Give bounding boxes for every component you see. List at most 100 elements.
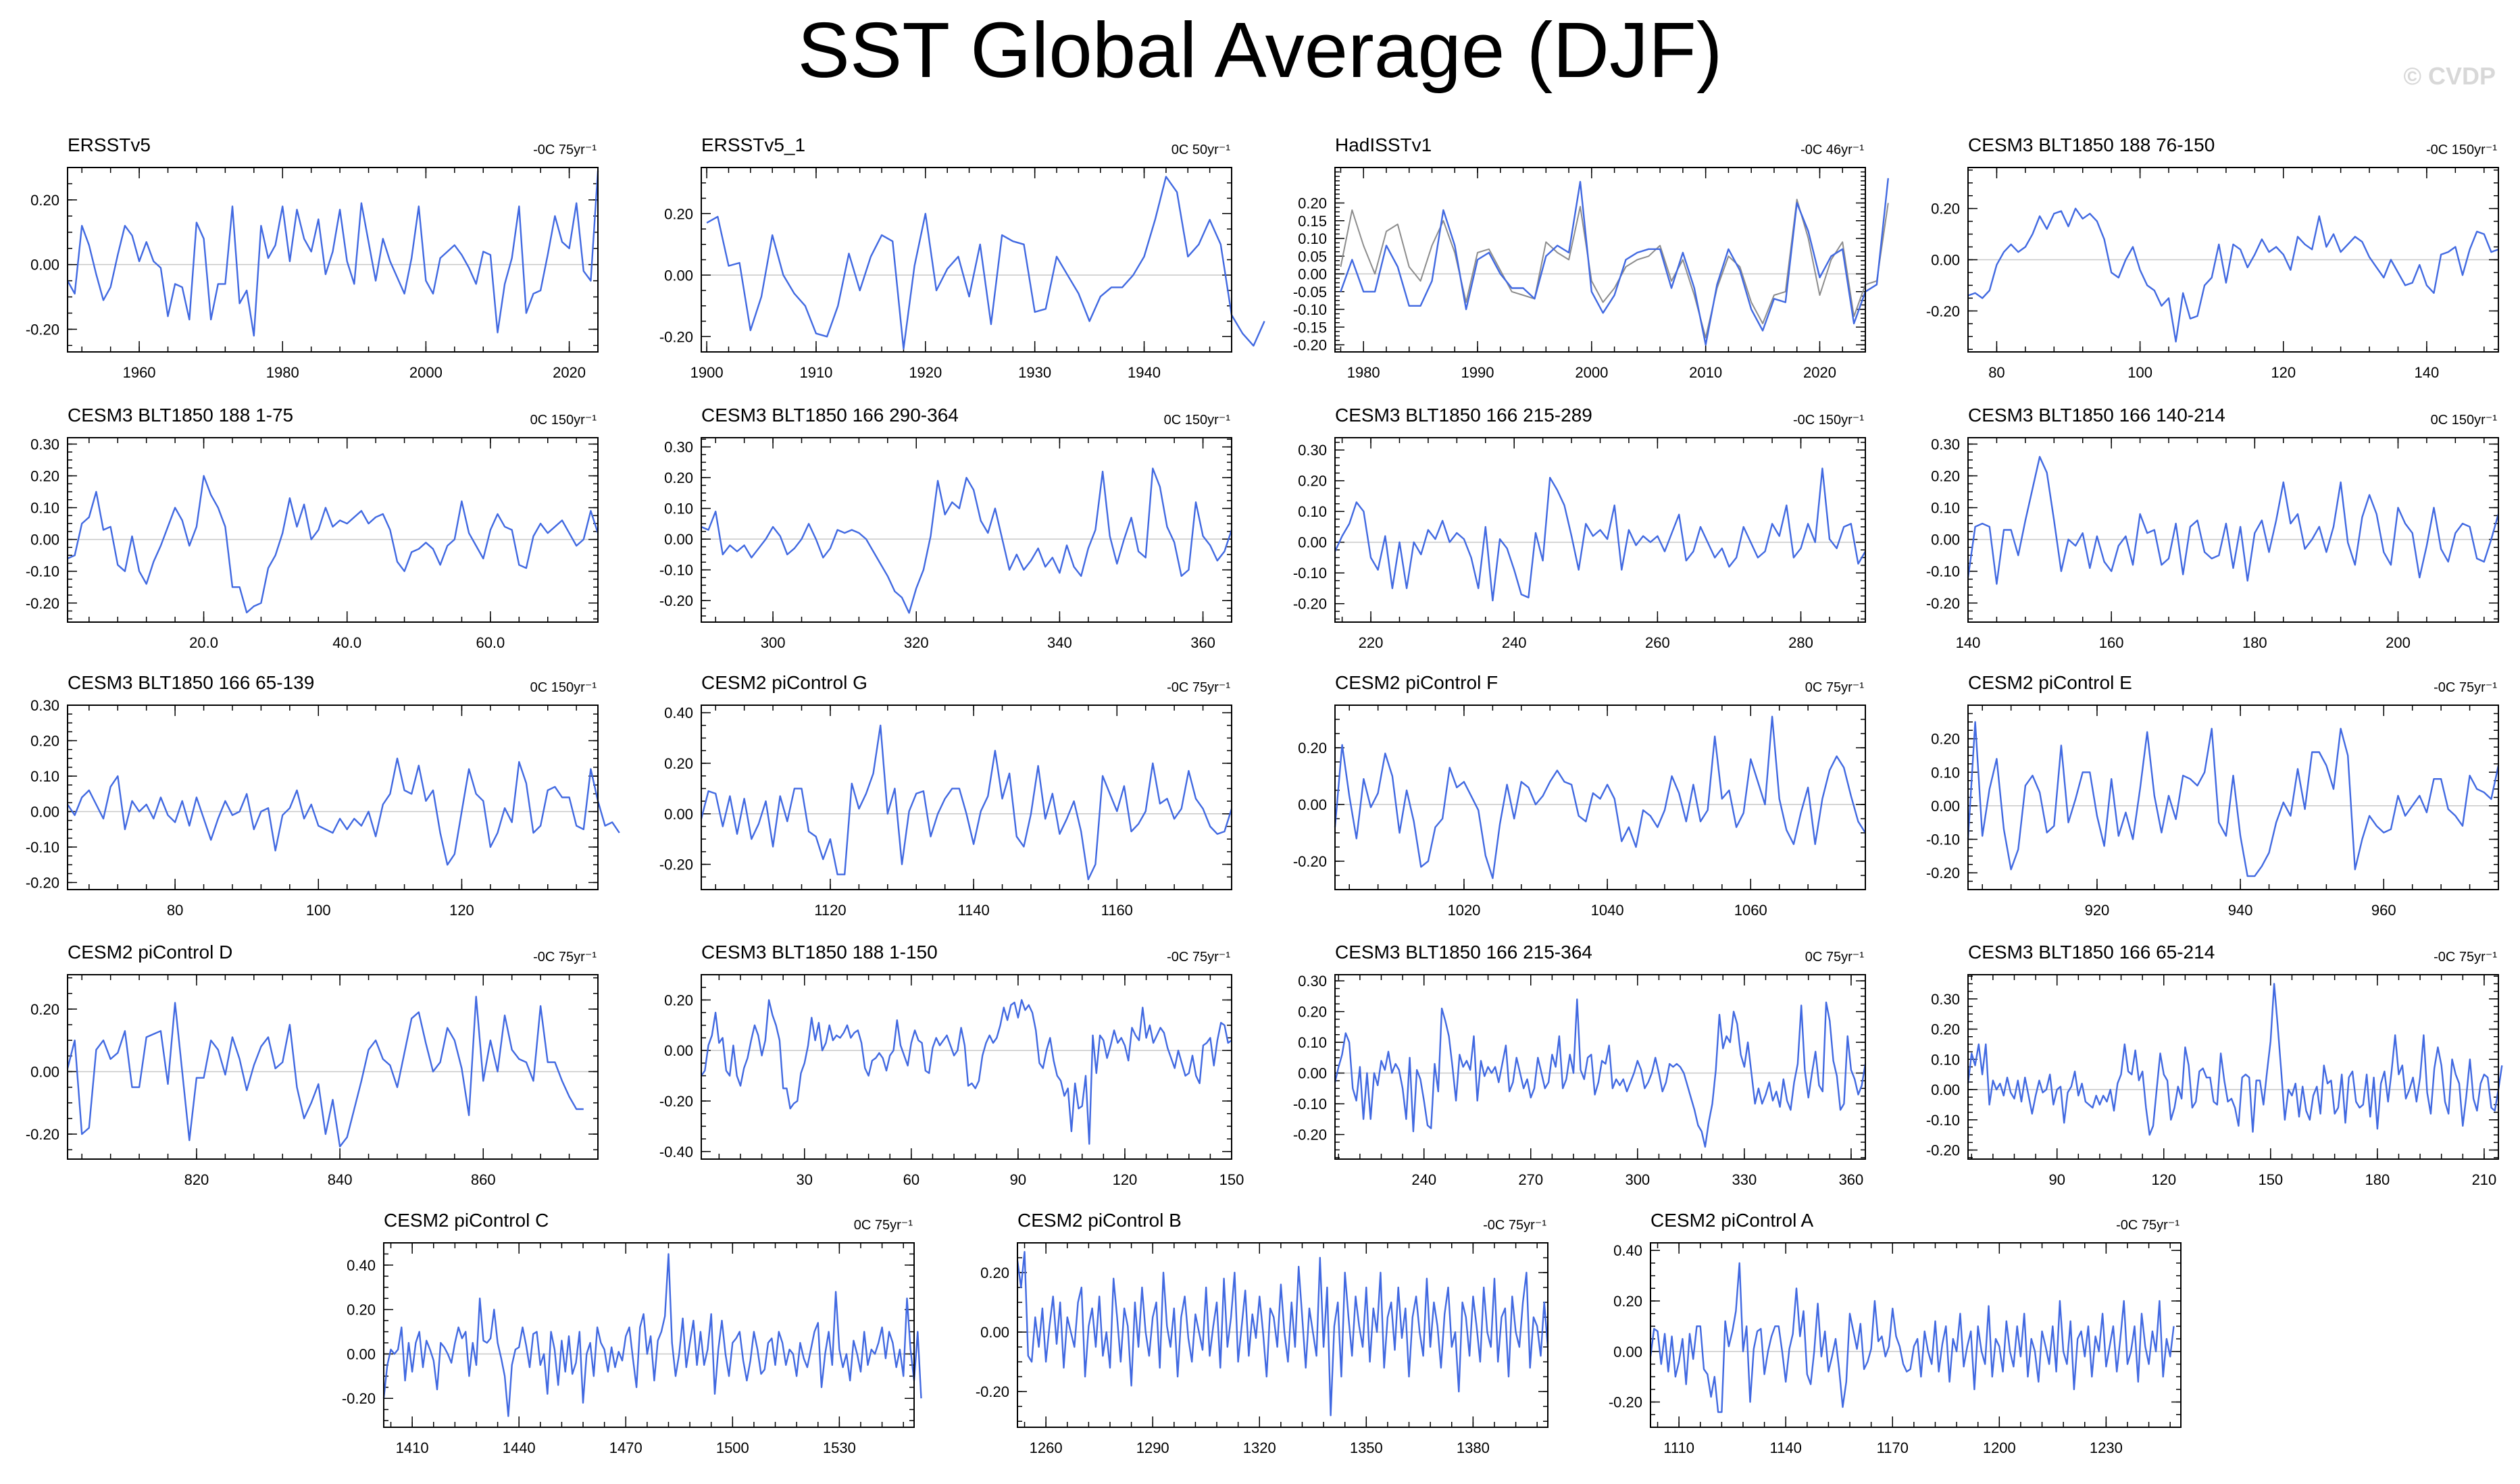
plot-frame [1967,705,2499,890]
plot-frame [1967,974,2499,1160]
x-tick-label: 1980 [1347,364,1380,381]
x-tick-label: 220 [1359,634,1384,651]
x-tick-label: 1320 [1243,1439,1276,1456]
x-tick-label: 1470 [609,1439,642,1456]
x-tick-label: 1910 [799,364,832,381]
y-tick-label: 0.20 [347,1302,376,1319]
panel-title: CESM3 BLT1850 166 140-214 [1968,405,2225,426]
panel-title: CESM2 piControl E [1968,672,2132,693]
y-tick-label: 0.10 [30,768,59,785]
x-tick-label: 60.0 [476,634,505,651]
chart-panel: CESM3 BLT1850 188 1-75 0C 150yr⁻¹ 20.0 40.0… [26,405,599,651]
x-tick-label: 960 [2371,902,2396,919]
x-tick-label: 1920 [909,364,942,381]
x-tick-label: 2010 [1689,364,1722,381]
panel-title: ERSSTv5 [68,134,151,155]
panel-title: CESM2 piControl B [1017,1210,1182,1231]
x-tick-label: 90 [1010,1171,1026,1188]
y-tick-label: 0.20 [1931,467,1960,484]
y-tick-label: 0.00 [347,1346,376,1362]
y-tick-label: 0.00 [30,804,59,821]
x-tick-label: 1200 [1983,1439,2016,1456]
y-tick-label: -0.10 [26,839,59,856]
y-tick-label: 0.00 [30,1063,59,1080]
plot-frame [67,974,599,1160]
x-tick-label: 80 [1988,364,2005,381]
trend-label: -0C 75yr⁻¹ [1167,950,1230,965]
series-line [66,170,599,337]
y-tick-label: 0.00 [1931,798,1960,815]
y-tick-label: 0.30 [30,436,59,453]
x-tick-label: 1120 [814,902,846,919]
x-tick-label: 210 [2472,1171,2497,1188]
plot-frame [67,437,599,623]
series-line [1649,1262,2175,1413]
x-tick-label: 1060 [1734,902,1767,919]
y-tick-label: -0.20 [1293,596,1327,613]
chart-panel: CESM3 BLT1850 166 290-364 0C 150yr⁻¹ 300 32… [659,405,1233,651]
series-line [382,1253,922,1417]
y-tick-label: 0.00 [1931,532,1960,548]
series-line [1967,207,2499,342]
series-line [1340,178,1889,346]
chart-panel: CESM2 piControl E -0C 75yr⁻¹ 920 940 960 -0.2… [1926,672,2500,919]
x-tick-label: 1500 [716,1439,749,1456]
y-tick-label: -0.20 [659,328,693,345]
trend-label: 0C 150yr⁻¹ [2431,413,2498,428]
x-tick-label: 340 [1047,634,1072,651]
x-tick-label: 1900 [690,364,724,381]
x-tick-label: 840 [328,1171,353,1188]
y-tick-label: 0.10 [1298,1034,1327,1051]
y-tick-label: 0.10 [1298,503,1327,520]
y-tick-label: 0.20 [1298,195,1327,212]
plot-frame [1334,167,1866,353]
x-tick-label: 200 [2386,634,2411,651]
series-line [700,724,1233,881]
series-line [67,475,599,614]
plot-frame [1650,1242,2182,1428]
panel-title: CESM3 BLT1850 166 290-364 [701,405,959,426]
panel-title: CESM3 BLT1850 166 65-139 [68,672,314,693]
y-tick-label: -0.10 [1293,301,1327,318]
panel-title: HadISSTv1 [1335,134,1432,155]
y-tick-label: 0.20 [30,192,59,209]
y-tick-label: 0.00 [664,267,693,284]
chart-panel: CESM3 BLT1850 188 1-150 -0C 75yr⁻¹ 30 60 90 1… [659,942,1244,1188]
y-tick-label: 0.20 [664,205,693,222]
trend-label: 0C 150yr⁻¹ [530,680,597,695]
x-tick-label: 40.0 [332,634,361,651]
chart-panel: CESM3 BLT1850 166 215-289 -0C 150yr⁻¹ 220 2… [1293,405,1867,651]
y-tick-label: 0.20 [1298,740,1327,757]
y-tick-label: 0.10 [1931,764,1960,781]
y-tick-label: 0.00 [1931,252,1960,269]
panel-title: CESM2 piControl D [68,942,232,963]
y-tick-label: 0.15 [1298,213,1327,230]
y-tick-label: 0.00 [1298,534,1327,551]
y-tick-label: 0.20 [1931,1021,1960,1038]
chart-panel: CESM2 piControl D -0C 75yr⁻¹ 820 840 860 -0.2… [26,942,599,1188]
y-tick-label: 0.00 [980,1324,1009,1341]
chart-panel: CESM2 piControl G -0C 75yr⁻¹ 1120 1140 1160 -… [659,672,1233,919]
trend-label: -0C 75yr⁻¹ [1483,1218,1546,1233]
series-line [706,176,1265,350]
y-tick-label: 0.30 [1931,991,1960,1008]
x-tick-label: 920 [2085,902,2110,919]
x-tick-label: 820 [184,1171,209,1188]
plot-frame [701,167,1232,353]
x-tick-label: 150 [1219,1171,1244,1188]
y-tick-label: 0.00 [664,1042,693,1059]
y-tick-label: -0.20 [1926,595,1960,612]
x-tick-label: 120 [2151,1171,2176,1188]
x-tick-label: 1040 [1591,902,1624,919]
chart-panel: CESM3 BLT1850 166 140-214 0C 150yr⁻¹ 140 16… [1926,405,2500,651]
plot-frame [701,974,1232,1160]
chart-panel: ERSSTv5 -0C 75yr⁻¹ 1960 1980 2000 2020 -0.20 0.… [26,134,599,381]
x-tick-label: 30 [797,1171,813,1188]
trend-label: -0C 75yr⁻¹ [2116,1218,2179,1233]
y-tick-label: 0.00 [30,257,59,274]
x-tick-label: 330 [1732,1171,1757,1188]
x-tick-label: 1260 [1030,1439,1063,1456]
series-line [1967,721,2500,877]
x-tick-label: 160 [2099,634,2124,651]
y-tick-label: -0.10 [659,562,693,579]
